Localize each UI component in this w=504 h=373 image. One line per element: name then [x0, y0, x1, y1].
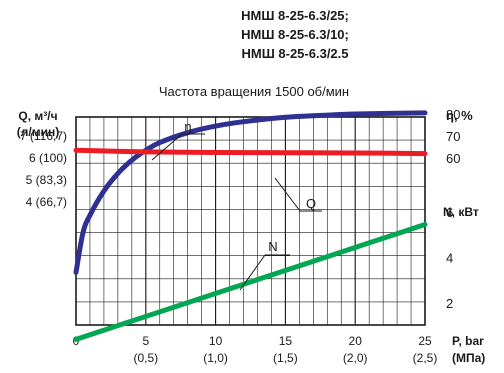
- n-series-line: [73, 222, 428, 342]
- eta-callout-leader: [151, 133, 183, 161]
- left-tick-label: 4 (66,7): [26, 195, 67, 209]
- chart-title-line: НМШ 8-25-6.3/2.5: [242, 46, 349, 61]
- left-tick-label: 5 (83,3): [26, 173, 67, 187]
- left-tick-label: 7 (116,7): [20, 129, 67, 143]
- eta-series-label: η: [184, 119, 191, 134]
- x-tick-sublabel: (2,0): [343, 351, 368, 365]
- x-axis-sublabel: (МПа): [452, 351, 485, 365]
- q-series-label: Q: [306, 196, 316, 211]
- chart-title-line: НМШ 8-25-6.3/10;: [241, 27, 349, 42]
- chart-subtitle: Частота вращения 1500 об/мин: [159, 84, 349, 99]
- x-tick-label: 15: [279, 334, 293, 348]
- eta-tick-label: 60: [446, 151, 460, 166]
- n-tick-label: 2: [446, 296, 453, 311]
- x-tick-sublabel: (1,5): [273, 351, 298, 365]
- n-tick-label: 6: [446, 205, 453, 220]
- eta-series-line: [73, 110, 428, 275]
- x-tick-sublabel: (1,0): [203, 351, 228, 365]
- eta-tick-label: 70: [446, 129, 460, 144]
- plot-frame: [75, 116, 426, 326]
- eta-axis-label: η, %: [446, 108, 473, 123]
- x-tick-label: 20: [349, 334, 363, 348]
- x-axis-label: P, bar: [452, 334, 484, 348]
- left-tick-label: 6 (100): [29, 151, 67, 165]
- left-axis-label: Q, м³/ч: [18, 109, 57, 123]
- n-series-label: N: [268, 239, 277, 254]
- q-callout-leader: [274, 177, 301, 212]
- n-tick-label: 4: [446, 251, 453, 266]
- x-tick-sublabel: (2,5): [413, 351, 438, 365]
- x-tick-sublabel: (0,5): [133, 351, 158, 365]
- n-axis-label: N, кВт: [443, 205, 479, 219]
- q-series-line: [73, 147, 428, 157]
- chart-title-line: НМШ 8-25-6.3/25;: [241, 8, 349, 23]
- left-axis-sublabel: (л/мин): [17, 125, 59, 139]
- n-callout-leader: [239, 254, 266, 291]
- x-tick-label: 5: [142, 334, 149, 348]
- eta-tick-label: 80: [446, 107, 460, 122]
- x-tick-label: 25: [418, 334, 432, 348]
- x-tick-label: 10: [209, 334, 223, 348]
